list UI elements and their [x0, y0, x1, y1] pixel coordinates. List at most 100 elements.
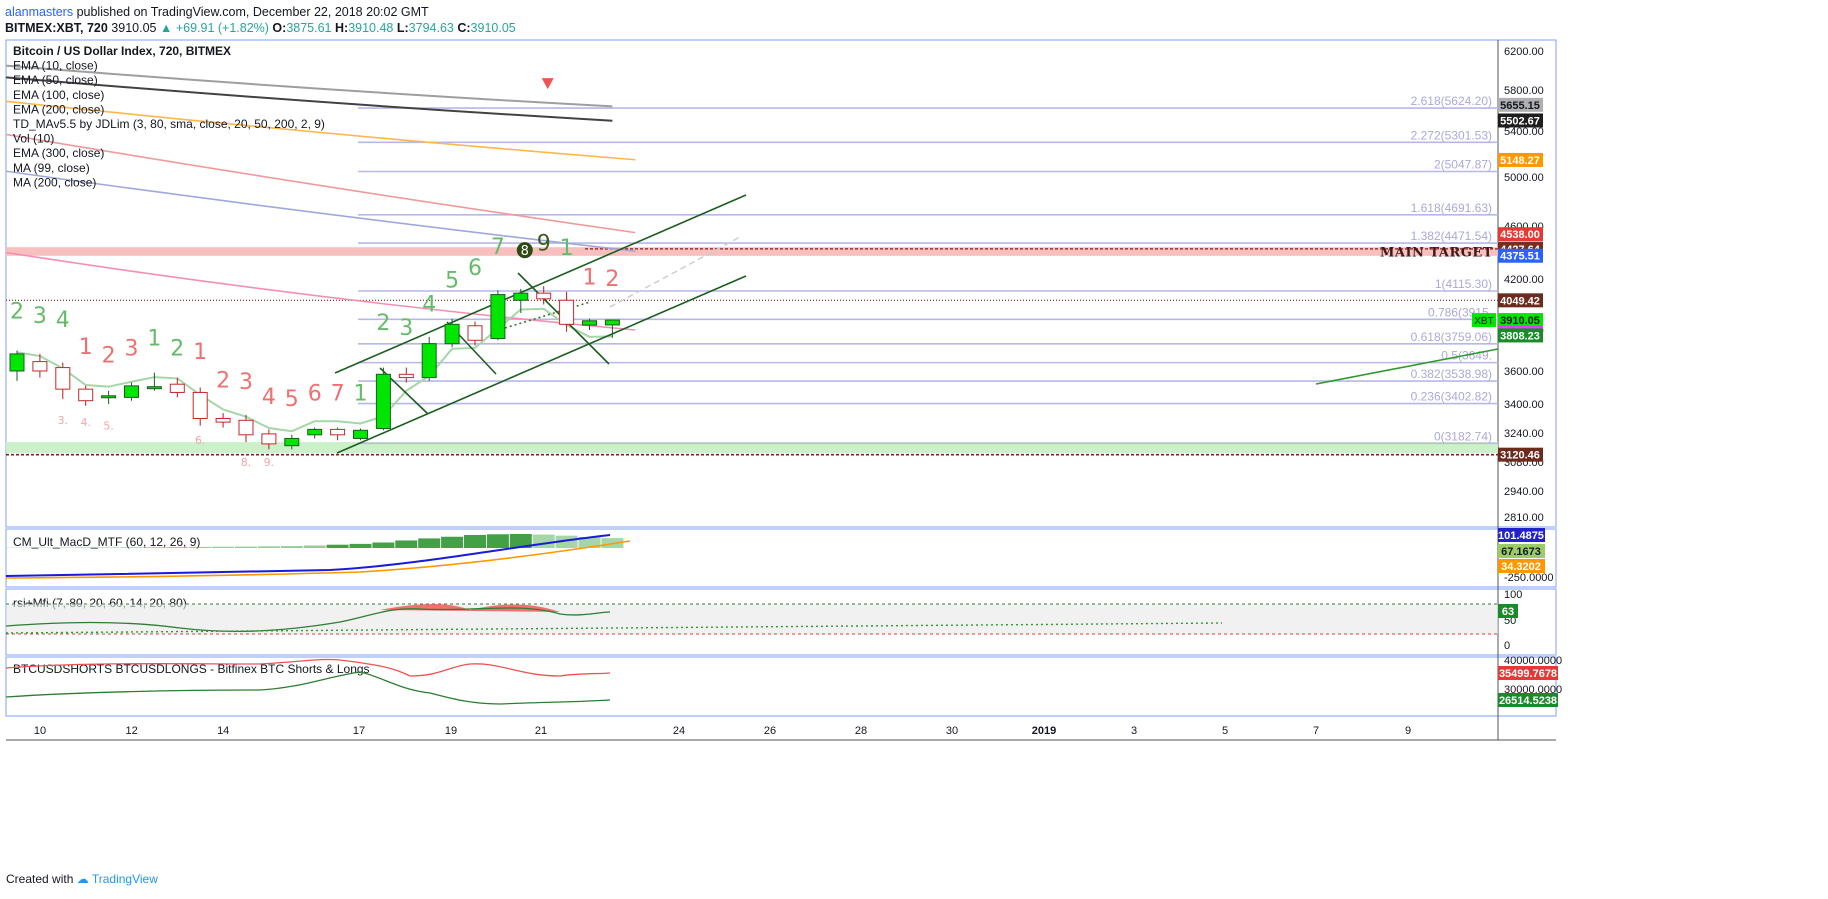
- shorts-longs-title: BTCUSDSHORTS BTCUSDLONGS - Bitfinex BTC …: [13, 662, 370, 676]
- td-count-label: 5: [445, 269, 459, 294]
- candle-body: [284, 437, 300, 447]
- candle-body: [307, 428, 323, 436]
- price-tag-value: 3910.05: [1500, 315, 1540, 327]
- legend-entry: MA (99, close): [13, 161, 90, 175]
- price-tag-value: 5502.67: [1500, 115, 1540, 127]
- tradingview-brand-link[interactable]: TradingView: [91, 872, 158, 886]
- td-count-label: 2: [170, 337, 184, 362]
- price-axis-tick: 3400.00: [1504, 399, 1544, 411]
- candle-body: [101, 395, 117, 399]
- candle-body: [146, 386, 162, 390]
- price-axis-tick: 6200.00: [1504, 46, 1544, 58]
- tradingview-logo-icon: ☁: [76, 872, 89, 886]
- price-tag-value: 4375.51: [1500, 251, 1540, 263]
- td-small-label: 8.: [241, 456, 252, 469]
- macd-line: [5, 534, 611, 577]
- price-axis-tick: 3600.00: [1504, 366, 1544, 378]
- sell-signal-icon: [541, 78, 554, 90]
- td-count-label: 2: [605, 267, 619, 292]
- price-tag-value: 3120.46: [1500, 450, 1540, 462]
- price-tag-bg: [1498, 313, 1543, 328]
- candle-body: [261, 433, 277, 445]
- td-count-label: 9: [537, 232, 551, 257]
- price-chart[interactable]: 2.618(5624.20) 2.272(5301.53) 2(5047.87) 1.…: [0, 0, 1828, 870]
- price-tag-bg: [1498, 248, 1543, 263]
- footer: Created with ☁ TradingView: [6, 872, 158, 886]
- candle-body: [536, 292, 552, 300]
- price-tag-value: 4538.00: [1500, 229, 1540, 241]
- price-tag-bg: [1498, 293, 1543, 308]
- price-axis-tick: 2940.00: [1504, 486, 1544, 498]
- zone-1: [6, 442, 1498, 453]
- fib-level-label: 0.618(3759.06): [1411, 330, 1492, 344]
- macd-histogram-bar: [120, 547, 143, 548]
- price-axis-tick: 5400.00: [1504, 126, 1544, 138]
- td-count-label: 3: [399, 316, 413, 341]
- author-link[interactable]: alanmasters: [5, 5, 74, 19]
- macd-title: CM_Ult_MacD_MTF (60, 12, 26, 9): [13, 535, 200, 549]
- macd-histogram-bar: [464, 534, 486, 548]
- moving-average-line: [5, 251, 636, 331]
- macd-histogram-bar: [257, 546, 280, 548]
- macd-histogram-bar: [486, 534, 509, 548]
- time-axis-tick: 21: [535, 725, 547, 737]
- candle-body: [169, 383, 185, 393]
- price-tag-bg: [1498, 113, 1543, 128]
- fib-level-label: 2.618(5624.20): [1411, 94, 1492, 108]
- td-count-label: 5: [285, 387, 299, 412]
- macd-histogram-bar: [418, 538, 441, 548]
- price-tag-bg: [1498, 447, 1543, 462]
- candle-body: [55, 367, 71, 390]
- price-axis-tick: 5800.00: [1504, 85, 1544, 97]
- legend-entry: EMA (100, close): [13, 88, 104, 102]
- legend-entry: Vol (10): [13, 132, 54, 146]
- price-tag-value: 5655.15: [1500, 100, 1540, 112]
- fib-level-label: 0.382(3538.98): [1411, 367, 1492, 381]
- price-change: ▲ +69.91 (+1.82%): [159, 21, 269, 35]
- td-count-label: 1: [193, 340, 207, 365]
- td-count-label: 1: [79, 335, 93, 360]
- xbt-badge-bg: [1472, 313, 1496, 328]
- td-setup-badge-circle: [516, 242, 533, 259]
- td-count-label: 6: [468, 256, 482, 281]
- candle-body: [9, 353, 25, 372]
- candle-body: [78, 388, 94, 402]
- publish-info: published on TradingView.com, December 2…: [76, 5, 429, 19]
- td-setup-badge-label: 8: [521, 244, 529, 259]
- time-axis-tick: 26: [764, 725, 776, 737]
- td-count-label: 7: [331, 382, 345, 407]
- time-axis-tick: 9: [1405, 725, 1411, 737]
- td-count-label: 2: [376, 311, 390, 336]
- legend-entry: MA (200, close): [13, 175, 96, 189]
- rsi-axis-tick: 100: [1504, 589, 1522, 601]
- candle-body: [604, 319, 620, 326]
- candle-body: [421, 343, 437, 379]
- rsi-tag-value: 63: [1502, 606, 1514, 618]
- price-axis-tick: 5000.00: [1504, 172, 1544, 184]
- symbol-label: BITMEX:XBT, 720: [5, 21, 108, 35]
- fib-level-label: 1(4115.30): [1435, 277, 1492, 291]
- panel-border-3: [5, 656, 1557, 717]
- macd-tag-bg: [1498, 544, 1545, 558]
- moving-average-line: [5, 76, 613, 122]
- macd-tag-bg: [1498, 528, 1545, 542]
- panel-border-0: [5, 39, 1557, 528]
- legend-entry: TD_MAv5.5 by JDLim (3, 80, sma, close, 2…: [13, 117, 325, 131]
- macd-histogram-bar: [143, 547, 166, 548]
- macd-histogram-bar: [280, 546, 303, 548]
- td-count-label: 6: [308, 382, 322, 407]
- fib-level-label: 0(3182.74): [1434, 429, 1492, 443]
- rsi-band: [6, 604, 1498, 634]
- shorts-longs-tag-value: 35499.7678: [1499, 668, 1557, 680]
- time-axis-tick: 28: [855, 725, 867, 737]
- rsi-axis-tick: 0: [1504, 640, 1510, 652]
- td-count-label: 4: [56, 308, 70, 333]
- td-small-label: 3.: [58, 414, 69, 427]
- fib-level-label: 2.272(5301.53): [1411, 128, 1492, 142]
- panel-border-1: [5, 528, 1557, 588]
- td-count-label: 3: [33, 304, 47, 329]
- candle-body: [32, 361, 48, 372]
- td-count-label: 1: [583, 266, 597, 291]
- legend-entry: EMA (10, close): [13, 59, 98, 73]
- price-tag-value: 4049.42: [1500, 295, 1540, 307]
